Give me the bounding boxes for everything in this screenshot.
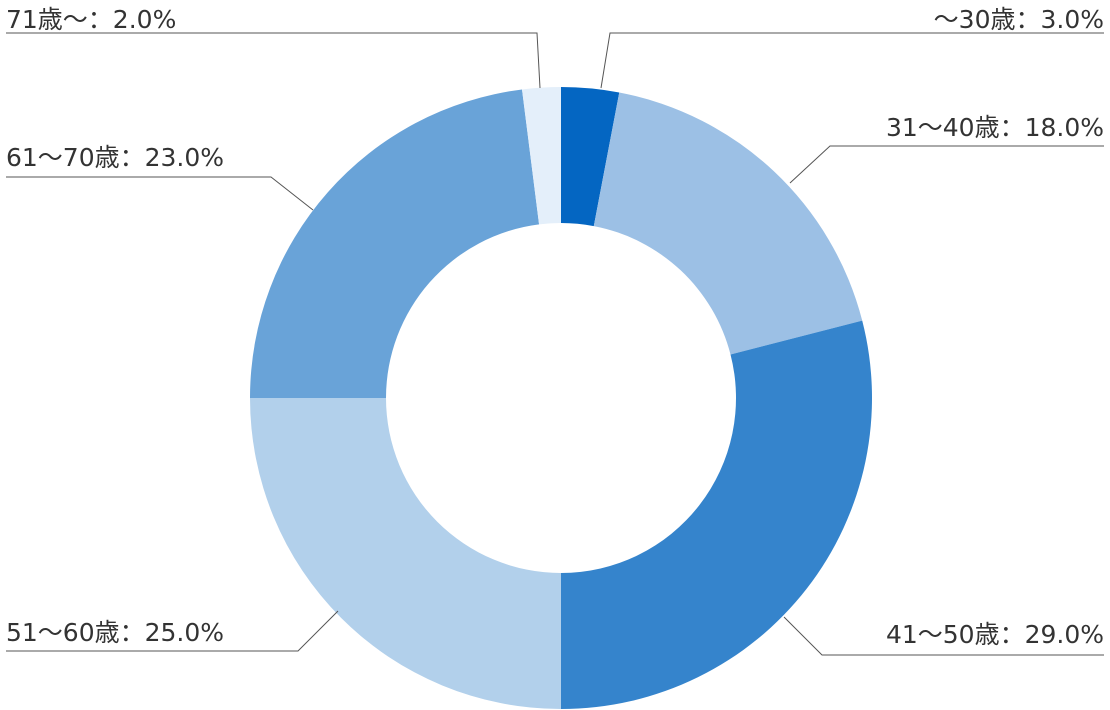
leader-line-3: [783, 616, 1104, 656]
leader-lines: [6, 32, 1104, 656]
leader-line-6: [6, 32, 541, 89]
leader-line-4: [6, 610, 339, 652]
leader-line-5: [6, 176, 314, 211]
slice-label-4: 51～60歳：25.0%: [6, 618, 224, 647]
slice-label-1: ～30歳：3.0%: [934, 5, 1104, 34]
leader-line-2: [789, 145, 1104, 184]
slice-6: [522, 87, 561, 225]
slice-3: [561, 320, 872, 709]
donut-slices: [250, 87, 872, 709]
slice-label-6: 71歳～：2.0%: [6, 5, 176, 34]
slice-2: [593, 92, 863, 355]
leader-line-1: [600, 32, 1104, 89]
slice-label-3: 41～50歳：29.0%: [886, 620, 1104, 649]
slice-5: [250, 89, 540, 398]
slice-4: [250, 398, 561, 709]
slice-label-2: 31～40歳：18.0%: [886, 113, 1104, 142]
slice-labels: ～30歳：3.0% 31～40歳：18.0% 41～50歳：29.0% 51～60歳：…: [6, 5, 1104, 649]
slice-1: [561, 87, 620, 227]
slice-label-5: 61～70歳：23.0%: [6, 143, 224, 172]
